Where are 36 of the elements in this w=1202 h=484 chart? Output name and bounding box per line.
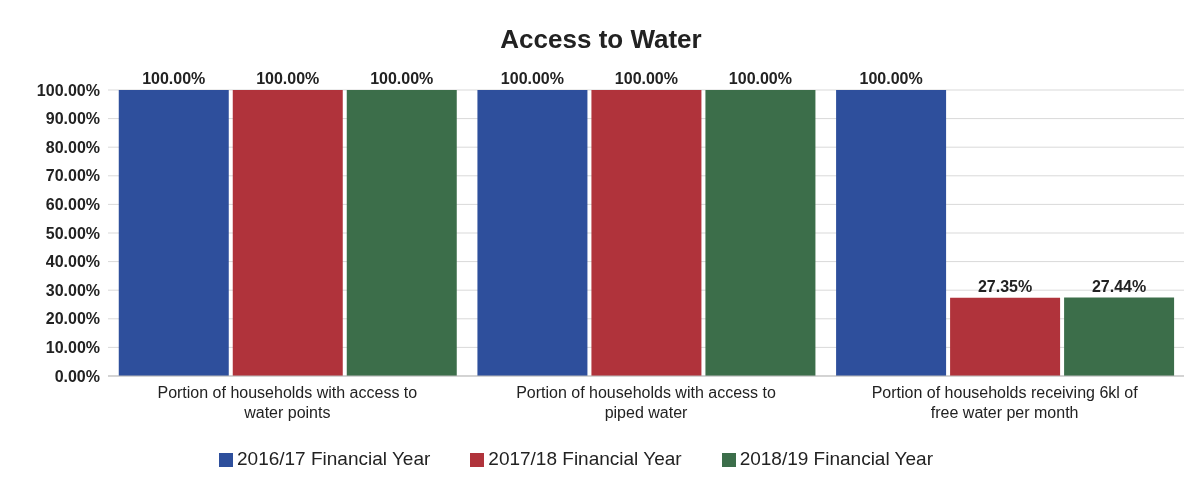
bar	[118, 90, 229, 376]
y-tick-label: 60.00%	[45, 196, 100, 214]
data-label: 100.00%	[614, 70, 679, 87]
bar	[232, 90, 343, 376]
legend-label: 2018/19 Financial Year	[739, 448, 933, 469]
bar	[591, 90, 702, 376]
x-tick-label: Portion of households with access to piped water	[516, 384, 776, 421]
y-tick-label: 100.00%	[36, 81, 100, 99]
y-tick-label: 50.00%	[45, 224, 100, 242]
y-tick-label: 40.00%	[45, 253, 100, 271]
bar	[950, 297, 1061, 376]
data-label: 27.44%	[1091, 277, 1147, 295]
legend-label: 2017/18 Financial Year	[488, 448, 682, 469]
data-label: 27.35%	[977, 277, 1033, 295]
legend-label: 2016/17 Financial Year	[237, 448, 431, 469]
y-tick-label: 90.00%	[45, 110, 100, 128]
chart-title: Access to Water	[499, 24, 703, 56]
y-tick-label: 80.00%	[45, 138, 100, 156]
y-tick-label: 30.00%	[45, 281, 100, 299]
data-label: 100.00%	[728, 70, 793, 87]
data-label: 100.00%	[859, 70, 923, 87]
y-tick-label: 0.00%	[54, 367, 100, 385]
data-label: 100.00%	[500, 70, 565, 87]
bar	[477, 90, 588, 376]
bar	[346, 90, 457, 376]
data-label: 100.00%	[256, 70, 320, 87]
bar	[705, 90, 816, 376]
y-tick-label: 10.00%	[45, 339, 100, 357]
x-tick-label: Portion of households with access to water points	[157, 384, 418, 421]
bar	[1064, 297, 1175, 376]
data-label: 100.00%	[370, 70, 434, 87]
y-tick-label: 70.00%	[45, 167, 100, 185]
data-label: 100.00%	[142, 70, 206, 87]
bar	[836, 90, 947, 376]
y-tick-label: 20.00%	[45, 310, 100, 328]
x-tick-label: Portion of households receiving 6kl of free water per month	[871, 384, 1139, 421]
